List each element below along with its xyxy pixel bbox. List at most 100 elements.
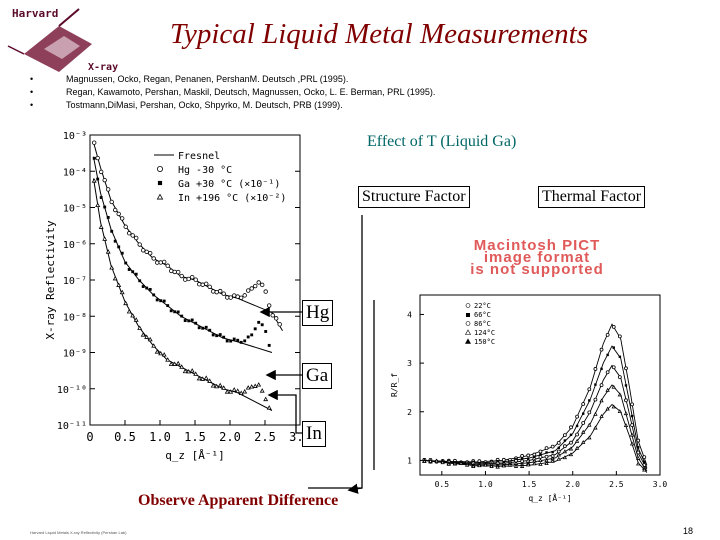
data-point (238, 295, 244, 300)
data-point (102, 177, 107, 183)
data-point (207, 284, 212, 289)
data-point (252, 283, 258, 289)
logo-top-text: Harvard (12, 7, 58, 20)
data-point (527, 457, 530, 460)
data-point (95, 155, 100, 161)
legend-label: Ga +30 °C (×10⁻¹) (178, 179, 280, 190)
data-point (119, 216, 125, 221)
data-point (260, 323, 264, 327)
data-point (112, 207, 118, 213)
thermal-factor-chart: 1 2 3 4 0.5 1.0 1.5 2.0 2.5 3.0 R/R_f q_z [Å⁻¹] 22°C… (390, 294, 668, 503)
data-point (200, 282, 205, 287)
data-point (624, 398, 628, 403)
data-point (189, 368, 195, 373)
data-point (550, 444, 555, 449)
legend-marker (157, 166, 164, 173)
data-point (581, 402, 586, 406)
data-point (117, 245, 121, 249)
data-point (629, 432, 635, 437)
series-fit-line (424, 384, 648, 472)
logo-bottom-text: X-ray (88, 62, 118, 73)
data-point (507, 462, 513, 467)
data-point (133, 317, 139, 322)
x-tick-label: 2.5 (254, 430, 276, 444)
data-point (131, 270, 135, 274)
data-point (605, 406, 610, 411)
data-point (190, 318, 194, 322)
data-point (545, 451, 548, 454)
legend-label: Hg -30 °C (178, 165, 232, 176)
legend-marker (466, 313, 470, 317)
x-tick-label: 1.0 (149, 430, 171, 444)
data-point (221, 291, 226, 296)
data-point (562, 433, 567, 438)
y-tick-label: 10⁻⁷ (63, 276, 87, 287)
data-point (581, 421, 586, 425)
data-point (612, 346, 615, 349)
data-point (538, 449, 543, 454)
legend-marker (465, 321, 471, 326)
y-tick-label: 2 (407, 408, 412, 417)
x-tick-label: 1.0 (478, 480, 493, 489)
data-point (158, 350, 164, 356)
data-point (182, 368, 188, 374)
data-point (556, 452, 561, 457)
data-point (263, 289, 268, 294)
data-point (623, 411, 629, 416)
legend-label: Fresnel (178, 151, 220, 162)
data-point (605, 370, 610, 375)
data-point (103, 205, 107, 209)
data-point (222, 335, 226, 339)
data-point (133, 235, 139, 241)
legend-label: In +196 °C (×10⁻²) (178, 193, 286, 204)
data-point (544, 446, 549, 450)
observe-arrow (347, 483, 363, 494)
data-point (105, 249, 111, 254)
series-hg (92, 140, 283, 332)
data-point (611, 404, 616, 409)
data-point (151, 343, 157, 348)
data-point (599, 398, 604, 403)
data-point (159, 299, 163, 303)
data-point (99, 196, 103, 199)
data-point (152, 293, 156, 297)
data-point (574, 445, 580, 450)
data-point (110, 229, 114, 233)
data-point (98, 224, 104, 229)
data-point (422, 459, 427, 463)
data-point (172, 269, 177, 275)
data-point (186, 368, 192, 374)
data-point (569, 433, 573, 437)
series-0 (422, 323, 648, 466)
data-point (593, 411, 598, 416)
data-point (502, 461, 505, 464)
legend-marker (464, 338, 472, 344)
reference-list: • Magnussen, Ocko, Regan, Penanen, Persha… (30, 73, 435, 112)
data-point (140, 332, 146, 337)
effect-label: Effect of T (Liquid Ga) (367, 133, 517, 150)
data-point (551, 450, 554, 454)
data-point (92, 156, 96, 160)
x-tick-label: 3.0 (653, 480, 668, 489)
data-point (203, 281, 209, 286)
data-point (617, 409, 623, 414)
series-in (91, 178, 273, 411)
data-point (266, 405, 272, 410)
data-point (141, 285, 145, 288)
data-point (563, 439, 567, 442)
data-point (173, 310, 177, 314)
x-tick-label: 0.5 (435, 480, 450, 489)
reference-item: • Tostmann,DiMasi, Pershan, Ocko, Shpyrko… (30, 100, 343, 110)
data-point (196, 282, 202, 287)
y-tick-label: 10⁻¹⁰ (57, 385, 87, 396)
data-point (127, 268, 131, 271)
data-point (113, 239, 117, 243)
data-point (231, 387, 237, 392)
data-point (211, 333, 215, 337)
data-point (134, 272, 138, 276)
data-point (593, 367, 598, 371)
data-point (145, 286, 149, 290)
data-point (593, 397, 598, 402)
data-point (161, 352, 167, 357)
data-point (253, 327, 257, 331)
